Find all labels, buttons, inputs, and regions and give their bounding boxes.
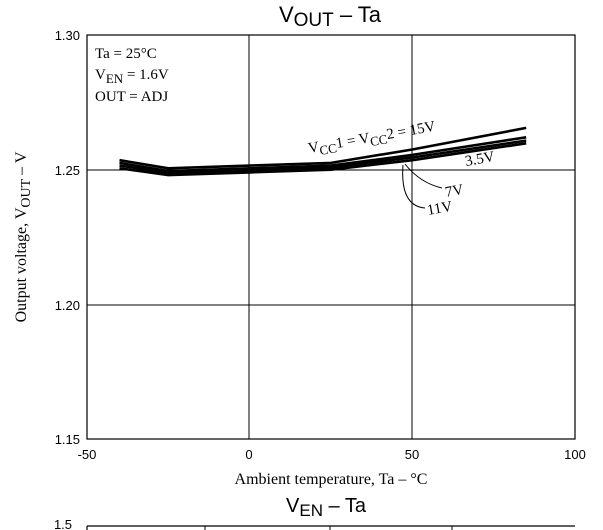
- y-tick-label-2: 1.5: [54, 517, 72, 530]
- series-line-15v: [119, 126, 527, 170]
- x-tick-label: 50: [405, 447, 419, 462]
- annotation-vcc-15v: VCC1 = VCC2 = 15V: [307, 119, 437, 160]
- leader-7v: [404, 163, 443, 189]
- x-axis-title: Ambient temperature, Ta – °C: [235, 471, 428, 488]
- x-tick-label: 100: [564, 447, 586, 462]
- x-tick-label: 0: [245, 447, 252, 462]
- y-axis-title: Output voltage, VOUT – V: [13, 151, 34, 322]
- condition-ta: Ta = 25°C: [95, 46, 157, 62]
- series-line-11v: [119, 142, 527, 177]
- leader-11v: [402, 164, 426, 209]
- chart-title: VOUT – Ta: [279, 2, 382, 31]
- y-tick-label: 1.15: [55, 432, 80, 447]
- annotation-11v: 11V: [426, 199, 454, 219]
- chart-title-2: VEN – Ta: [286, 495, 367, 520]
- x-tick-label: -50: [78, 447, 97, 462]
- plot-border: [86, 34, 576, 440]
- series-line-7v: [119, 139, 527, 175]
- condition-ven: VEN = 1.6V: [95, 67, 169, 86]
- series-line-3-5v: [119, 136, 527, 173]
- series-group: [119, 126, 527, 177]
- y-tick-label: 1.25: [55, 163, 80, 178]
- condition-out: OUT = ADJ: [95, 89, 168, 105]
- plot-area: [86, 34, 576, 440]
- y-tick-label: 1.30: [55, 28, 80, 43]
- y-tick-label: 1.20: [55, 298, 80, 313]
- annotation-7v: 7V: [444, 182, 465, 201]
- annotation-3-5v: 3.5V: [464, 149, 496, 170]
